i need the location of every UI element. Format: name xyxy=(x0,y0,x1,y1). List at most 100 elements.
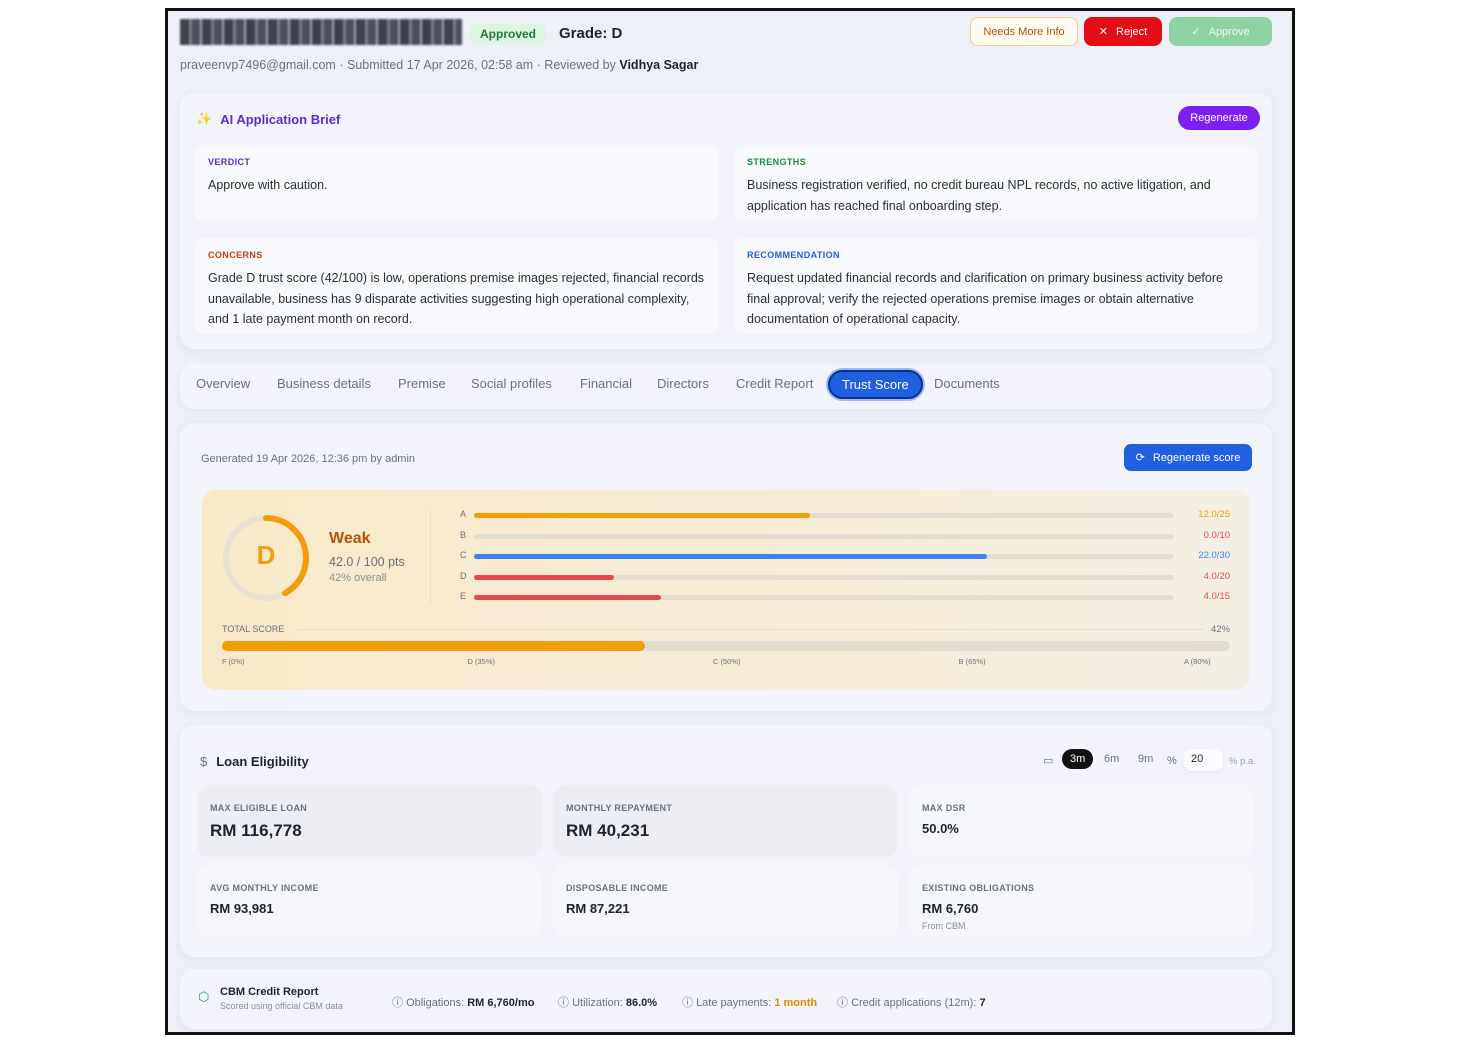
application-page: Approved Grade: D Needs More Info ✕ Rejec… xyxy=(165,8,1295,1035)
category-score: 4.0/15 xyxy=(1203,591,1230,602)
scale-tick: A (80%) xyxy=(1184,657,1211,666)
rate-unit: % p.a. xyxy=(1229,756,1256,767)
divider xyxy=(430,510,431,605)
cbm-item-label: Credit applications (12m): xyxy=(851,997,980,1009)
reject-button[interactable]: ✕ Reject xyxy=(1084,17,1162,46)
cbm-item: ⓘ Utilization: 86.0% xyxy=(558,994,657,1010)
tab-directors[interactable]: Directors xyxy=(657,376,710,391)
period-6m[interactable]: 6m xyxy=(1104,753,1120,765)
cbm-item: ⓘ Late payments: 1 month xyxy=(682,994,817,1010)
category-label: C xyxy=(460,550,467,560)
email: praveenvp7496@gmail.com xyxy=(180,58,336,72)
metric-label: DISPOSABLE INCOME xyxy=(566,883,669,893)
reject-label: Reject xyxy=(1116,25,1148,38)
cbm-subtitle: Scored using official CBM data xyxy=(220,1001,343,1011)
tab-overview[interactable]: Overview xyxy=(196,376,251,391)
shield-icon: ⬡ xyxy=(198,989,210,1004)
tab-social-profiles[interactable]: Social profiles xyxy=(471,376,552,391)
cbm-item-label: Obligations: xyxy=(406,997,468,1009)
approve-button[interactable]: ✓ Approve xyxy=(1169,17,1272,46)
regenerate-button[interactable]: Regenerate xyxy=(1178,106,1260,130)
metric-value: RM 40,231 xyxy=(566,821,650,840)
strengths-label: STRENGTHS xyxy=(747,157,807,167)
percent-icon: % xyxy=(1167,755,1177,767)
concerns-cell: CONCERNS Grade D trust score (42/100) is … xyxy=(194,238,719,334)
period-9m[interactable]: 9m xyxy=(1138,753,1154,765)
grade-label: Grade: D xyxy=(559,25,623,42)
category-score: 0.0/10 xyxy=(1203,529,1230,541)
category-label: E xyxy=(460,591,467,601)
tab-premise[interactable]: Premise xyxy=(398,376,446,391)
category-bar-fill xyxy=(474,554,988,559)
metric-value: RM 93,981 xyxy=(210,901,274,916)
metric-label: MAX DSR xyxy=(922,803,966,813)
refresh-icon: ⟳ xyxy=(1135,452,1145,464)
business-name-redacted xyxy=(180,19,462,45)
category-bar-fill xyxy=(474,595,661,600)
category-label: B xyxy=(460,529,467,540)
category-bar-fill xyxy=(474,513,810,518)
metric-value: RM 116,778 xyxy=(210,821,302,840)
tab-trust-score[interactable]: Trust Score xyxy=(828,370,923,399)
metric-label: EXISTING OBLIGATIONS xyxy=(922,883,1035,893)
score-panel: D Weak 42.0 / 100 pts 42% overall A 12.0/… xyxy=(202,490,1250,690)
cbm-item: ⓘ Credit applications (12m): 7 xyxy=(837,994,986,1010)
reviewer: Vidhya Sagar xyxy=(619,58,699,72)
metric-card: DISPOSABLE INCOME RM 87,221 xyxy=(553,865,898,937)
metric-value: RM 87,221 xyxy=(566,901,630,916)
close-icon: ✕ xyxy=(1098,26,1109,38)
tab-documents[interactable]: Documents xyxy=(934,376,1000,391)
category-bar xyxy=(474,533,1174,539)
needs-more-info-button[interactable]: Needs More Info xyxy=(970,17,1078,46)
cbm-title: CBM Credit Report xyxy=(220,986,319,998)
points: 42.0 / 100 pts xyxy=(329,555,405,569)
category-bar xyxy=(474,595,1174,600)
sparkle-icon: ✨ xyxy=(196,111,213,126)
category-score: 12.0/25 xyxy=(1198,509,1230,520)
recommendation-label: RECOMMENDATION xyxy=(747,250,840,260)
metric-card: AVG MONTHLY INCOME RM 93,981 xyxy=(197,865,542,937)
total-score-label: TOTAL SCORE xyxy=(222,624,285,634)
metric-label: MONTHLY REPAYMENT xyxy=(566,803,673,813)
cbm-item-value: RM 6,760/mo xyxy=(467,997,535,1009)
strengths-cell: STRENGTHS Business registration verified,… xyxy=(733,145,1258,221)
generated-info: Generated 19 Apr 2026, 12:36 pm by admin xyxy=(201,453,416,465)
metric-card: MONTHLY REPAYMENT RM 40,231 xyxy=(553,785,898,857)
cbm-item-label: Late payments: xyxy=(696,997,775,1009)
brief-title-text: AI Application Brief xyxy=(220,111,341,127)
metric-card: MAX ELIGIBLE LOAN RM 116,778 xyxy=(197,785,542,857)
period-3m[interactable]: 3m xyxy=(1062,749,1094,769)
submission-info: praveenvp7496@gmail.com · Submitted 17 A… xyxy=(180,58,698,72)
category-bar xyxy=(474,513,1174,518)
category-score: 22.0/30 xyxy=(1198,550,1230,561)
ai-brief-title: ✨ AI Application Brief xyxy=(196,111,340,127)
interest-rate-input[interactable]: 20 xyxy=(1183,749,1223,771)
scale-tick: D (35%) xyxy=(467,657,496,666)
total-pct: 42% xyxy=(1210,624,1230,635)
scale-tick: F (0%) xyxy=(222,657,245,666)
info-icon: ⓘ xyxy=(682,997,697,1009)
category-score: 4.0/20 xyxy=(1203,570,1230,582)
calendar-icon: ▭ xyxy=(1043,755,1054,767)
loan-eligibility-card: $ Loan Eligibility ▭ 3m 6m 9m % 20 % p.a. M… xyxy=(180,725,1272,957)
cbm-item-label: Utilization: xyxy=(572,997,626,1009)
cbm-item: ⓘ Obligations: RM 6,760/mo xyxy=(392,994,534,1010)
info-icon: ⓘ xyxy=(392,997,407,1009)
category-label: D xyxy=(460,570,467,581)
regenerate-score-button[interactable]: ⟳ Regenerate score xyxy=(1124,444,1252,471)
tab-financial[interactable]: Financial xyxy=(580,376,633,391)
tab-credit-report[interactable]: Credit Report xyxy=(736,376,814,391)
approve-label: Approve xyxy=(1208,25,1250,38)
submitted-text: · Submitted 17 Apr 2026, 02:58 am · Revi… xyxy=(335,58,620,72)
tab-business-details[interactable]: Business details xyxy=(277,376,371,391)
grade-ring-fill xyxy=(223,515,309,601)
status-badge: Approved xyxy=(470,23,547,45)
total-score-fill xyxy=(222,641,646,651)
category-bar xyxy=(474,554,1174,559)
regenerate-score-label: Regenerate score xyxy=(1152,451,1241,464)
dollar-icon: $ xyxy=(200,754,208,769)
info-icon: ⓘ xyxy=(558,997,573,1009)
metric-label: AVG MONTHLY INCOME xyxy=(210,883,319,893)
trust-score-card: Generated 19 Apr 2026, 12:36 pm by admin… xyxy=(180,423,1272,711)
metric-card: EXISTING OBLIGATIONS RM 6,760 From CBM xyxy=(909,865,1254,937)
